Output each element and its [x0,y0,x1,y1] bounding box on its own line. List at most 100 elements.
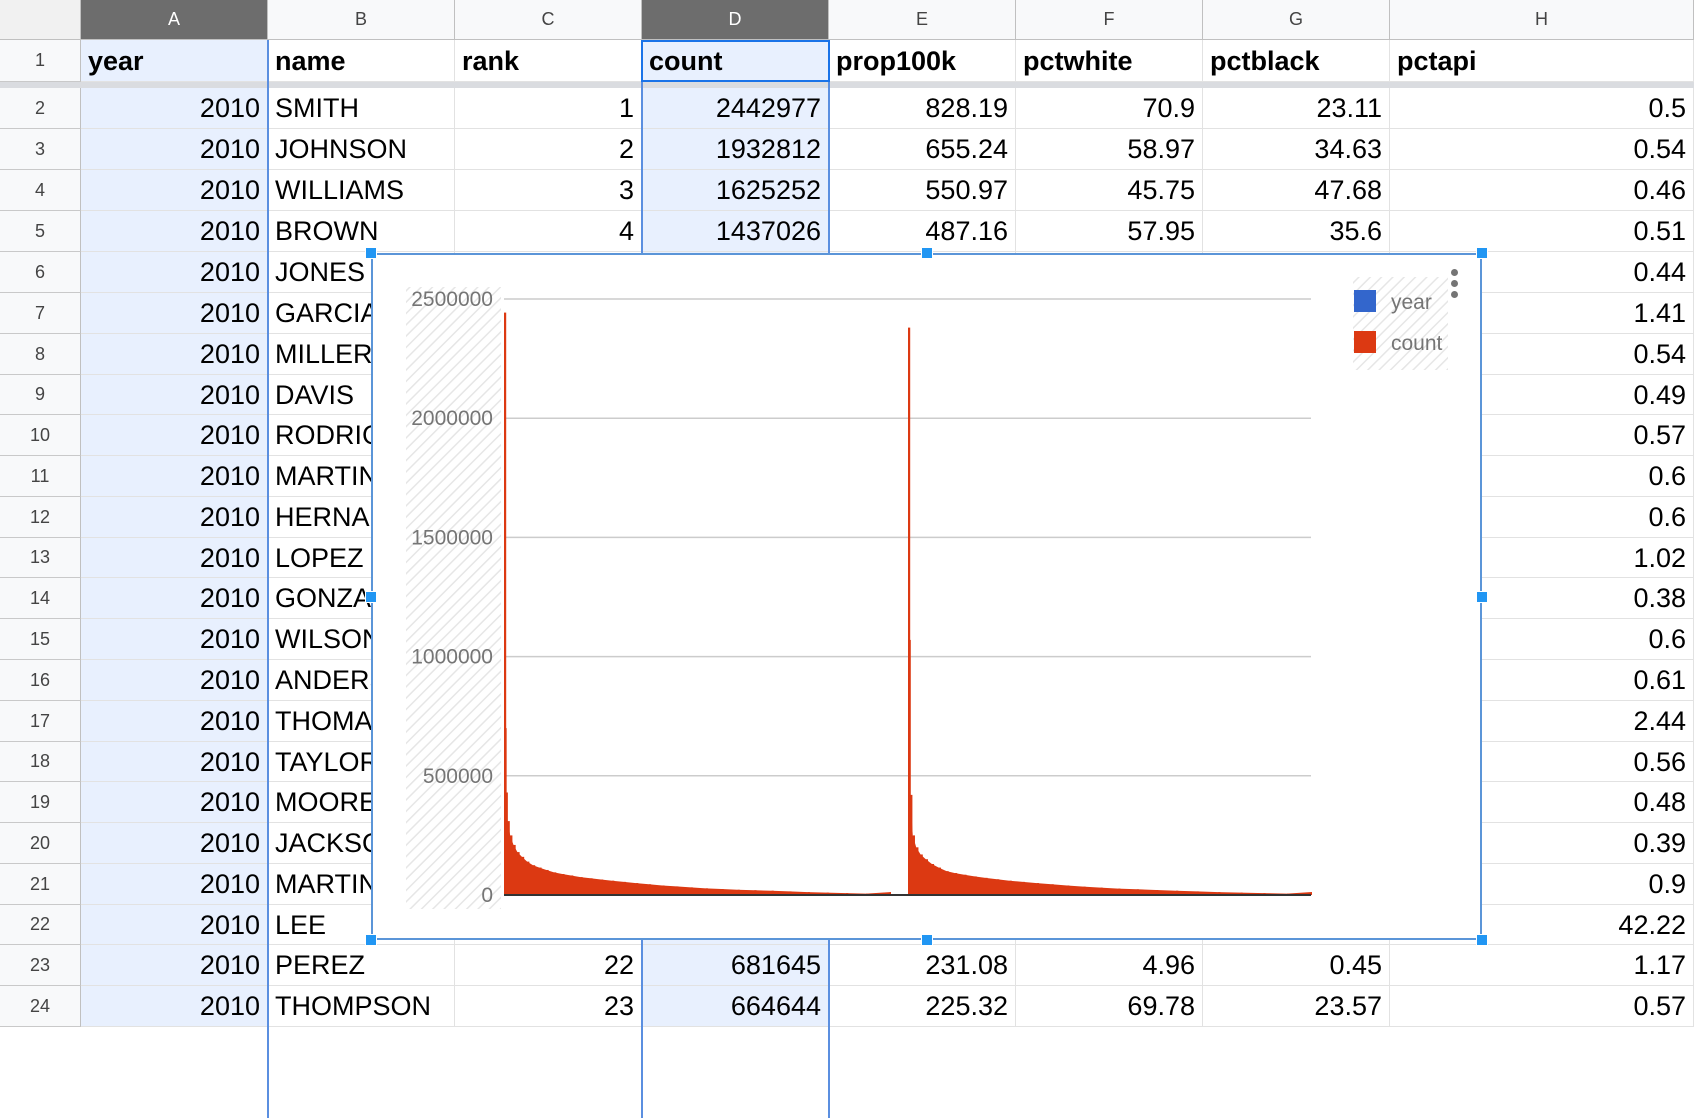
resize-handle-n[interactable] [920,247,933,259]
table-cell[interactable]: GARCIA [268,293,455,334]
chart-legend[interactable]: year count [1354,290,1443,355]
header-cell-prop100k[interactable]: prop100k [829,40,1016,82]
table-cell[interactable]: 2010 [81,905,268,945]
table-cell[interactable]: 23.11 [1203,88,1390,129]
resize-handle-s[interactable] [920,934,933,946]
resize-handle-e[interactable] [1476,590,1488,603]
table-cell[interactable]: TAYLOR [268,742,455,782]
row-header-3[interactable]: 3 [0,129,81,170]
table-cell[interactable]: 45.75 [1016,170,1203,211]
table-cell[interactable]: 57.95 [1016,211,1203,252]
row-header-24[interactable]: 24 [0,986,81,1027]
table-cell[interactable]: 70.9 [1016,88,1203,129]
row-header-21[interactable]: 21 [0,864,81,905]
table-cell[interactable]: 231.08 [829,945,1016,986]
table-cell[interactable]: 22 [455,945,642,986]
table-cell[interactable]: 0.38 [1390,578,1694,619]
table-cell[interactable]: 664644 [642,986,829,1027]
header-cell-pctblack[interactable]: pctblack [1203,40,1390,82]
table-cell[interactable]: 1 [455,88,642,129]
table-cell[interactable]: JONES [268,252,455,293]
row-header-4[interactable]: 4 [0,170,81,211]
row-header-13[interactable]: 13 [0,538,81,578]
table-cell[interactable]: 2010 [81,945,268,986]
table-cell[interactable]: 0.5 [1390,88,1694,129]
header-cell-pctapi[interactable]: pctapi [1390,40,1694,82]
table-cell[interactable]: 2010 [81,170,268,211]
header-cell-pctwhite[interactable]: pctwhite [1016,40,1203,82]
table-cell[interactable]: 58.97 [1016,129,1203,170]
table-cell[interactable]: 681645 [642,945,829,986]
resize-handle-nw[interactable] [365,247,377,259]
table-cell[interactable]: 2010 [81,538,268,578]
table-cell[interactable]: 2010 [81,742,268,782]
row-header-19[interactable]: 19 [0,782,81,823]
resize-handle-w[interactable] [365,590,377,603]
table-cell[interactable]: 2010 [81,211,268,252]
row-header-12[interactable]: 12 [0,497,81,538]
column-header-e[interactable]: E [829,0,1016,40]
table-cell[interactable]: 0.6 [1390,619,1694,660]
header-cell-name[interactable]: name [268,40,455,82]
more-vert-icon[interactable] [1448,267,1462,301]
row-header-7[interactable]: 7 [0,293,81,334]
row-header-15[interactable]: 15 [0,619,81,660]
header-cell-year[interactable]: year [81,40,268,82]
table-cell[interactable]: WILSON [268,619,455,660]
table-cell[interactable]: 2010 [81,864,268,905]
table-cell[interactable]: 0.51 [1390,211,1694,252]
row-header-16[interactable]: 16 [0,660,81,701]
table-cell[interactable]: MILLER [268,334,455,375]
row-header-23[interactable]: 23 [0,945,81,986]
table-cell[interactable]: 2010 [81,334,268,375]
table-cell[interactable]: LEE [268,905,455,945]
header-cell-rank[interactable]: rank [455,40,642,82]
table-cell[interactable]: 2010 [81,252,268,293]
row-header-11[interactable]: 11 [0,456,81,497]
row-header-9[interactable]: 9 [0,375,81,415]
row-header-8[interactable]: 8 [0,334,81,375]
table-cell[interactable]: THOMPSON [268,986,455,1027]
table-cell[interactable]: 1932812 [642,129,829,170]
table-cell[interactable]: 2010 [81,415,268,456]
table-cell[interactable]: 1625252 [642,170,829,211]
table-cell[interactable]: MARTIN [268,864,455,905]
table-cell[interactable]: 3 [455,170,642,211]
row-header-17[interactable]: 17 [0,701,81,742]
table-cell[interactable]: 2010 [81,619,268,660]
row-header-6[interactable]: 6 [0,252,81,293]
table-cell[interactable]: 2010 [81,497,268,538]
table-cell[interactable]: 1.02 [1390,538,1694,578]
frozen-row-divider[interactable] [0,82,1694,88]
table-cell[interactable]: 2010 [81,375,268,415]
table-cell[interactable]: 1437026 [642,211,829,252]
table-cell[interactable]: 4 [455,211,642,252]
table-cell[interactable]: 2010 [81,293,268,334]
table-cell[interactable]: 2 [455,129,642,170]
row-header-22[interactable]: 22 [0,905,81,945]
select-all-corner[interactable] [0,0,81,40]
table-cell[interactable]: 35.6 [1203,211,1390,252]
table-cell[interactable]: 2010 [81,456,268,497]
row-header-5[interactable]: 5 [0,211,81,252]
table-cell[interactable]: 655.24 [829,129,1016,170]
table-cell[interactable]: BROWN [268,211,455,252]
table-cell[interactable]: 225.32 [829,986,1016,1027]
table-cell[interactable]: 2010 [81,986,268,1027]
table-cell[interactable]: 828.19 [829,88,1016,129]
table-cell[interactable]: 69.78 [1016,986,1203,1027]
column-header-d[interactable]: D [642,0,829,40]
resize-handle-se[interactable] [1476,934,1488,946]
table-cell[interactable]: 2010 [81,660,268,701]
table-cell[interactable]: 0.57 [1390,986,1694,1027]
table-cell[interactable]: 0.6 [1390,497,1694,538]
table-cell[interactable]: 4.96 [1016,945,1203,986]
row-header-10[interactable]: 10 [0,415,81,456]
row-header-1[interactable]: 1 [0,40,81,82]
column-header-c[interactable]: C [455,0,642,40]
table-cell[interactable]: 2442977 [642,88,829,129]
table-cell[interactable]: SMITH [268,88,455,129]
table-cell[interactable]: 23 [455,986,642,1027]
column-header-b[interactable]: B [268,0,455,40]
table-cell[interactable]: 23.57 [1203,986,1390,1027]
